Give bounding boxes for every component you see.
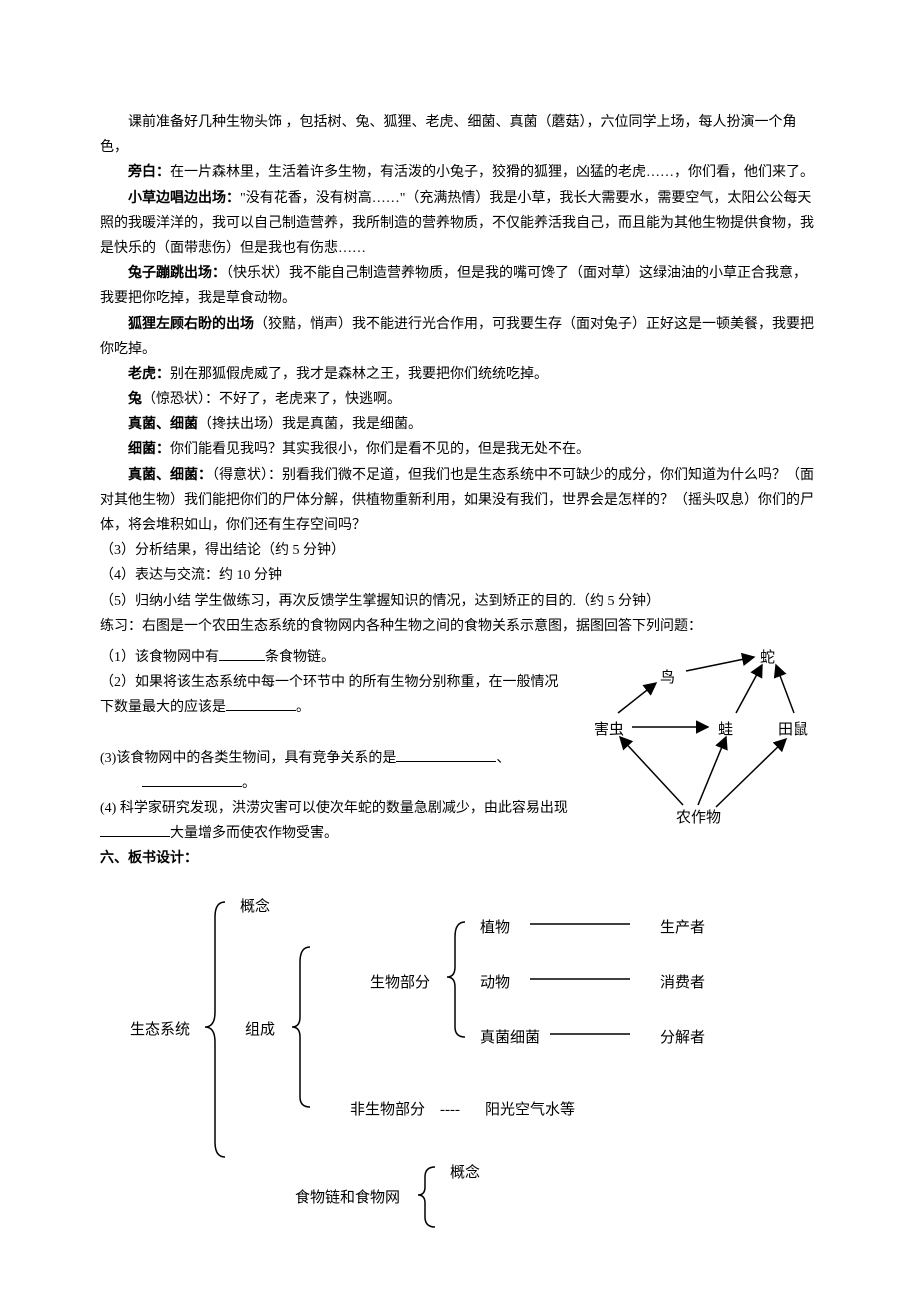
rabbit-label: 兔子蹦跳出场： bbox=[128, 266, 226, 281]
node-bird: 鸟 bbox=[660, 665, 675, 692]
node-crop: 农作物 bbox=[676, 805, 721, 832]
bacteria-label: 细菌： bbox=[128, 442, 170, 457]
cm-animal: 动物 bbox=[480, 970, 510, 997]
tiger-text: 别在那狐假虎威了，我才是森林之王，我要把你们统统吃掉。 bbox=[170, 367, 548, 382]
blank-q3b bbox=[142, 786, 242, 787]
node-snake: 蛇 bbox=[760, 645, 775, 672]
blank-q4 bbox=[100, 836, 170, 837]
cm-dash: ---- bbox=[440, 1097, 460, 1124]
rabbit2-label: 兔 bbox=[128, 392, 142, 407]
fungi-text: （搀扶出场）我是真菌，我是细菌。 bbox=[198, 417, 422, 432]
node-frog: 蛙 bbox=[718, 717, 733, 744]
grass-label: 小草边唱边出场： bbox=[128, 191, 240, 206]
cm-root: 生态系统 bbox=[130, 1017, 190, 1044]
q1: （1）该食物网中有条食物链。 bbox=[100, 645, 568, 670]
step5: （5）归纳小结 学生做练习，再次反馈学生掌握知识的情况，达到矫正的目的.（约 5… bbox=[100, 589, 820, 614]
fungi2-paragraph: 真菌、细菌：（得意状）：别看我们微不足道，但我们也是生态系统中不可缺少的成分，你… bbox=[100, 463, 820, 539]
cm-producer: 生产者 bbox=[660, 915, 705, 942]
section6-title: 六、板书设计： bbox=[100, 846, 820, 871]
page: 课前准备好几种生物头饰 ，包括树、兔、狐狸、老虎、细菌、真菌（蘑菇），六位同学上… bbox=[0, 0, 920, 1302]
cm-foodchain: 食物链和食物网 bbox=[295, 1185, 400, 1212]
cm-bio: 生物部分 bbox=[370, 970, 430, 997]
q4: (4) 科学家研究发现，洪涝灾害可以使次年蛇的数量急剧减少，由此容易出现大量增多… bbox=[100, 796, 568, 846]
blank-q1 bbox=[219, 660, 265, 661]
intro-paragraph: 课前准备好几种生物头饰 ，包括树、兔、狐狸、老虎、细菌、真菌（蘑菇），六位同学上… bbox=[100, 110, 820, 160]
fox-label: 狐狸左顾右盼的出场 bbox=[128, 317, 254, 332]
rabbit2-paragraph: 兔（惊恐状）：不好了，老虎来了，快逃啊。 bbox=[100, 387, 820, 412]
bacteria-text: 你们能看见我吗？其实我很小，你们是看不见的，但是我无处不在。 bbox=[170, 442, 590, 457]
cm-decomposer: 分解者 bbox=[660, 1025, 705, 1052]
practice-with-diagram: （1）该食物网中有条食物链。 （2）如果将该生态系统中每一个环节中 的所有生物分… bbox=[100, 645, 820, 847]
cm-abio: 非生物部分 bbox=[350, 1097, 425, 1124]
q2: （2）如果将该生态系统中每一个环节中 的所有生物分别称重，在一般情况下数量最大的… bbox=[100, 670, 568, 720]
narration-text: 在一片森林里，生活着许多生物，有活泼的小兔子，狡猾的狐狸，凶猛的老虎……，你们看… bbox=[170, 165, 814, 180]
concept-map: 生态系统 概念 组成 生物部分 非生物部分 ---- 阳光空气水等 植物 动物 … bbox=[120, 882, 840, 1242]
tiger-label: 老虎： bbox=[128, 367, 170, 382]
node-pest: 害虫 bbox=[594, 717, 624, 744]
practice-intro: 练习：右图是一个农田生态系统的食物网内各种生物之间的食物关系示意图，据图回答下列… bbox=[100, 614, 820, 639]
bacteria-paragraph: 细菌：你们能看见我吗？其实我很小，你们是看不见的，但是我无处不在。 bbox=[100, 437, 820, 462]
blank-q3a bbox=[396, 761, 496, 762]
foodweb-diagram: 蛇 鸟 害虫 蛙 田鼠 农作物 bbox=[538, 647, 838, 847]
rabbit-paragraph: 兔子蹦跳出场：（快乐状）我不能自己制造营养物质，但是我的嘴可馋了（面对草）这绿油… bbox=[100, 261, 820, 311]
fungi-label: 真菌、细菌 bbox=[128, 417, 198, 432]
tiger-paragraph: 老虎：别在那狐假虎威了，我才是森林之王，我要把你们统统吃掉。 bbox=[100, 362, 820, 387]
blank-q2 bbox=[226, 710, 296, 711]
rabbit2-text: （惊恐状）：不好了，老虎来了，快逃啊。 bbox=[142, 392, 401, 407]
step4: （4）表达与交流：约 10 分钟 bbox=[100, 563, 820, 588]
cm-abio-eg: 阳光空气水等 bbox=[485, 1097, 575, 1124]
cm-concept: 概念 bbox=[240, 894, 270, 921]
grass-paragraph: 小草边唱边出场："没有花香，没有树高……"（充满热情）我是小草，我长大需要水，需… bbox=[100, 186, 820, 262]
cm-compose: 组成 bbox=[245, 1017, 275, 1044]
cm-consumer: 消费者 bbox=[660, 970, 705, 997]
cm-fungi: 真菌细菌 bbox=[480, 1025, 540, 1052]
narration-paragraph: 旁白：在一片森林里，生活着许多生物，有活泼的小兔子，狡猾的狐狸，凶猛的老虎……，… bbox=[100, 160, 820, 185]
cm-plant: 植物 bbox=[480, 915, 510, 942]
fungi-paragraph: 真菌、细菌（搀扶出场）我是真菌，我是细菌。 bbox=[100, 412, 820, 437]
cm-sub-concept: 概念 bbox=[450, 1160, 480, 1187]
fungi2-label: 真菌、细菌： bbox=[128, 468, 212, 483]
node-mouse: 田鼠 bbox=[778, 717, 808, 744]
step3: （3）分析结果，得出结论（约 5 分钟） bbox=[100, 538, 820, 563]
narration-label: 旁白： bbox=[128, 165, 170, 180]
q3: (3)该食物网中的各类生物间，具有竞争关系的是、 。 bbox=[100, 746, 568, 796]
fox-paragraph: 狐狸左顾右盼的出场（狡黠，悄声）我不能进行光合作用，可我要生存（面对兔子）正好这… bbox=[100, 312, 820, 362]
